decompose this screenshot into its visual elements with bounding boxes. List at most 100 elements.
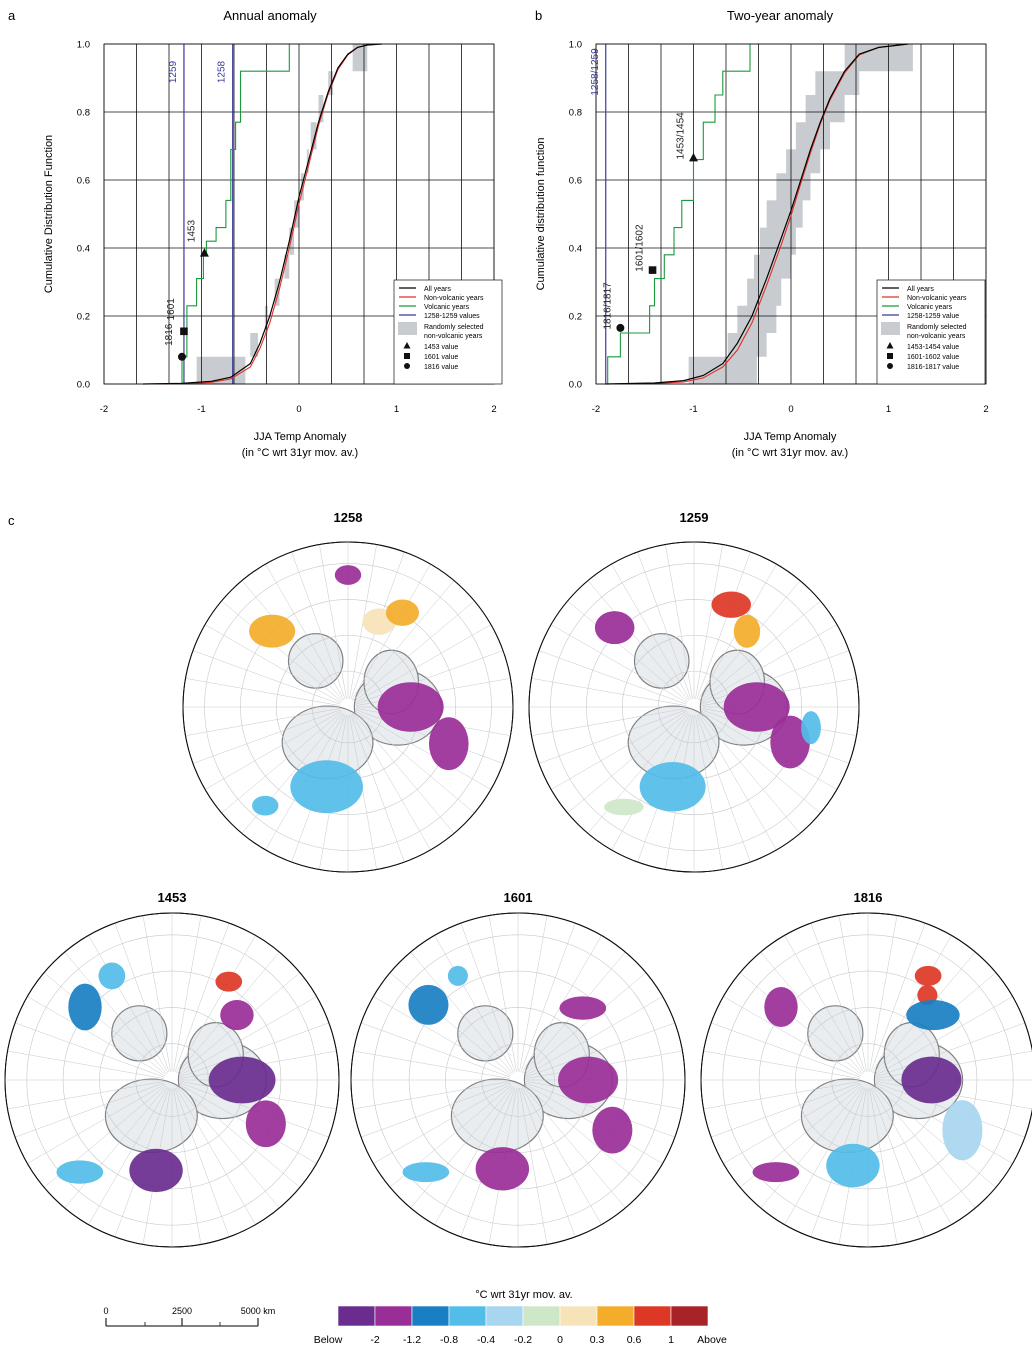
series-group [142, 43, 382, 385]
legend-entry: 1601-1602 value [907, 354, 959, 361]
legend-entry: Volcanic years [424, 304, 470, 311]
value-line-label: 1259 [168, 60, 179, 83]
cdf-chart-two-year: Two-year anomaly 1258/1259 1453/1454 1601… [535, 8, 989, 459]
anomaly-patch [408, 984, 449, 1025]
marker-circle [616, 323, 625, 332]
panel-label-a: a [8, 8, 16, 23]
legend-entry: non-volcanic years [907, 333, 966, 340]
colorbar-swatch [522, 1305, 561, 1327]
anomaly-patch [770, 715, 810, 769]
series-nonvolc [142, 43, 382, 385]
anomaly-patch [558, 1056, 619, 1104]
y-tick-label: 0.2 [77, 312, 90, 323]
x-tick-label: -1 [197, 404, 205, 415]
map-year-label: 1816 [854, 890, 883, 905]
legend-entry: 1453 value [424, 344, 458, 351]
anomaly-patch [215, 971, 243, 992]
y-tick-label: 0.6 [77, 176, 90, 187]
colorbar-label: Above [697, 1334, 727, 1346]
y-axis-label: Cumulative Distribution Function [43, 135, 55, 293]
y-tick-label: 0.4 [569, 244, 582, 255]
legend-entry: non-volcanic years [424, 333, 483, 340]
anomaly-patch [98, 962, 126, 990]
anomaly-patch [334, 565, 362, 585]
scale-label-2500: 2500 [172, 1306, 192, 1316]
colorbar-swatch [337, 1305, 376, 1327]
colorbar-label: -2 [370, 1334, 379, 1346]
x-axis-label-units: (in °C wrt 31yr mov. av.) [732, 447, 848, 459]
volcanic-value-lines: 1259 1258 [168, 44, 234, 384]
legend-entry: All years [424, 286, 451, 293]
x-tick-label: 2 [491, 404, 496, 415]
colorbar-swatch [448, 1305, 487, 1327]
y-tick-label: 1.0 [77, 40, 90, 51]
marker-label: 1601 [166, 298, 177, 321]
anomaly-patch [801, 711, 821, 745]
axes: 0.0 0.2 0.4 0.6 0.8 1.0 -2 -1 0 1 2 [569, 40, 989, 416]
panel-label-c: c [8, 513, 15, 528]
y-tick-label: 0.8 [569, 108, 582, 119]
x-axis-label-units: (in °C wrt 31yr mov. av.) [242, 447, 358, 459]
anomaly-patch [129, 1148, 183, 1193]
anomaly-patch [68, 983, 102, 1031]
series-nonvolc [605, 43, 909, 385]
colorbar-swatch [559, 1305, 598, 1327]
anomaly-patch [249, 614, 296, 648]
map-1453: 1453 [4, 890, 340, 1248]
anomaly-patch [826, 1143, 880, 1188]
anomaly-patch [56, 1160, 104, 1184]
legend-entry: Non-volcanic years [424, 295, 484, 302]
anomaly-patch [385, 599, 419, 626]
marker-group: 1453/1454 1601/1602 1816/1817 [602, 112, 698, 332]
legend-entry: Randomly selected [907, 324, 967, 331]
x-tick-label: 2 [983, 404, 988, 415]
colorbar: °C wrt 31yr mov. av. Below -2 -1.2 -0.8 -0.4… [314, 1289, 727, 1346]
y-tick-label: 0.0 [77, 380, 90, 391]
marker-square [648, 266, 657, 274]
colorbar-label: Below [314, 1334, 343, 1346]
x-tick-label: 0 [296, 404, 301, 415]
chart-title: Two-year anomaly [727, 8, 834, 23]
map-year-label: 1259 [680, 510, 709, 525]
random-band [196, 44, 368, 384]
anomaly-patch [245, 1100, 286, 1148]
colorbar-swatch [411, 1305, 450, 1327]
panel-label-b: b [535, 8, 542, 23]
axes: 0.0 0.2 0.4 0.6 0.8 1.0 -2 -1 0 1 2 [77, 40, 497, 416]
anomaly-patch [942, 1100, 983, 1161]
legend-entry: Randomly selected [424, 324, 484, 331]
anomaly-patch [594, 611, 635, 645]
anomaly-patch [592, 1106, 633, 1154]
value-line-label: 1258/1259 [590, 48, 601, 96]
legend-entry: 1601 value [424, 354, 458, 361]
colorbar-label: -1.2 [403, 1334, 421, 1346]
y-axis-label: Cumulative distribution function [535, 138, 547, 291]
anomaly-patch [475, 1147, 530, 1191]
legend-entry: 1258-1259 value [907, 313, 959, 320]
anomaly-patch [604, 798, 644, 816]
anomaly-patch [639, 761, 706, 812]
value-line-label: 1258 [217, 60, 228, 83]
series-volc [181, 44, 290, 384]
legend-entry: 1816-1817 value [907, 364, 959, 371]
marker-square [180, 327, 188, 336]
anomaly-patch [208, 1056, 276, 1104]
map-year-label: 1258 [334, 510, 363, 525]
anomaly-patch [906, 1000, 960, 1031]
series-group [605, 43, 909, 385]
y-tick-label: 0.2 [569, 312, 582, 323]
anomaly-patch [447, 965, 468, 986]
anomaly-patch [733, 614, 761, 648]
legend-entry: All years [907, 286, 934, 293]
scale-label-0: 0 [103, 1306, 108, 1316]
anomaly-patch [914, 965, 942, 986]
y-tick-label: 0.4 [77, 244, 90, 255]
anomaly-patch [711, 591, 752, 618]
y-tick-label: 1.0 [569, 40, 582, 51]
legend-entry: Non-volcanic years [907, 295, 967, 302]
x-tick-label: -2 [100, 404, 108, 415]
colorbar-swatch [596, 1305, 635, 1327]
legend-entry: 1816 value [424, 364, 458, 371]
marker-label: 1816 [164, 323, 175, 346]
colorbar-label: -0.8 [440, 1334, 458, 1346]
